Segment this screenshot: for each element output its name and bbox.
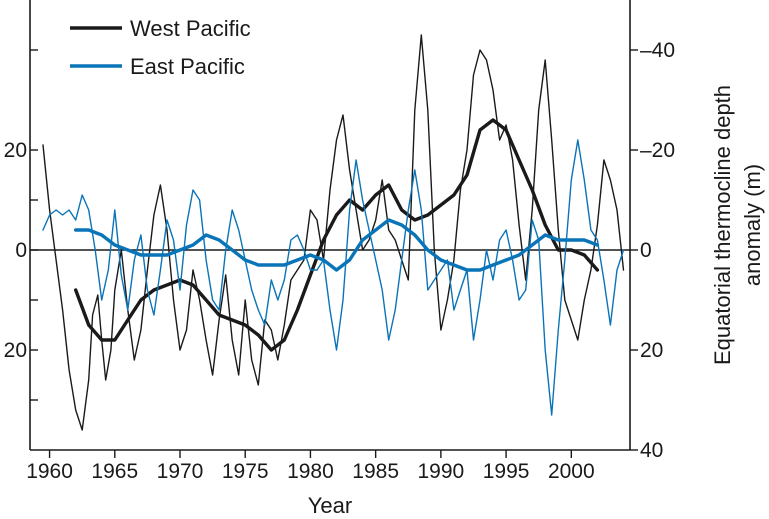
x-tick-label: 1985	[352, 460, 399, 483]
axes-group: 1960 1965 1970 1975 1980 1985 1990 1995 2000 20 0 2…	[4, 0, 765, 518]
x-tick-label: 1980	[287, 460, 334, 483]
right-axis-title-line: anomaly (m)	[740, 164, 765, 286]
right-axis-title-line: Equatorial thermocline depth	[710, 85, 735, 365]
series-group	[43, 35, 624, 430]
x-tick-label: 1970	[157, 460, 204, 483]
x-tick-label: 1975	[222, 460, 269, 483]
left-tick-label: 20	[4, 139, 27, 162]
left-tick-label: 20	[4, 339, 27, 362]
series-line	[43, 140, 624, 415]
right-tick-label: –40	[640, 39, 675, 62]
legend-label: West Pacific	[130, 16, 251, 41]
x-tick-label: 1960	[26, 460, 73, 483]
x-axis-title: Year	[308, 493, 352, 518]
x-tick-label: 1995	[483, 460, 530, 483]
x-tick-label: 1990	[418, 460, 465, 483]
x-tick-label: 1965	[91, 460, 138, 483]
legend-label: East Pacific	[130, 54, 245, 79]
legend: West Pacific East Pacific	[70, 16, 251, 79]
left-tick-label: 0	[15, 239, 27, 262]
right-tick-label: –20	[640, 139, 675, 162]
right-tick-label: 40	[640, 439, 663, 462]
right-tick-label: 0	[640, 239, 652, 262]
x-tick-label: 2000	[548, 460, 595, 483]
right-tick-label: 20	[640, 339, 663, 362]
